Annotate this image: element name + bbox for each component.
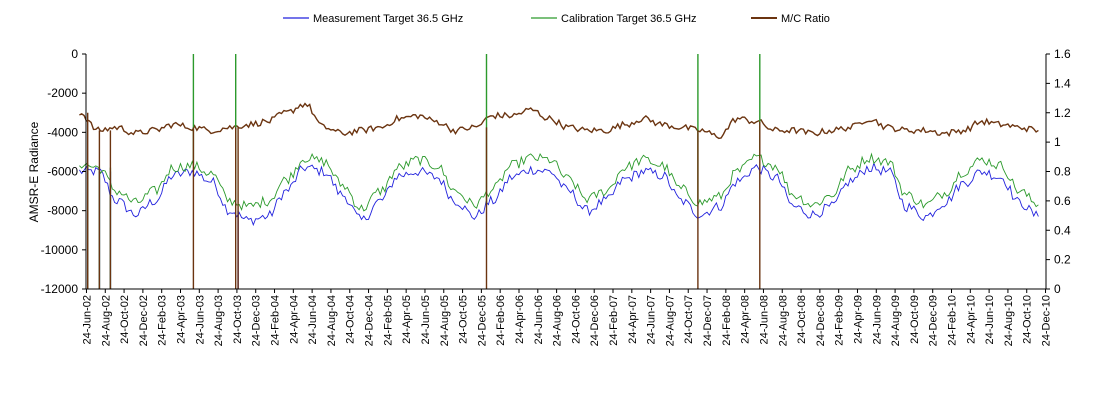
x-tick-label: 24-Feb-05 — [382, 295, 394, 346]
x-tick-label: 24-Apr-04 — [288, 295, 300, 344]
x-tick-label: 24-Jun-06 — [533, 295, 545, 345]
x-tick-label: 24-Jun-10 — [984, 295, 996, 345]
x-tick-label: 24-Oct-04 — [345, 295, 357, 344]
x-tick-label: 24-Aug-05 — [439, 295, 451, 346]
x-tick-label: 24-Oct-10 — [1022, 295, 1034, 344]
y2-tick-label: 0.4 — [1054, 223, 1071, 237]
y-axis-label: AMSR-E Radiance — [27, 121, 41, 222]
x-tick-label: 24-Apr-05 — [401, 295, 413, 344]
x-tick-label: 24-Oct-09 — [909, 295, 921, 344]
x-tick-label: 24-Feb-08 — [721, 295, 733, 346]
x-tick-label: 24-Apr-07 — [627, 295, 639, 344]
y-tick-label: -2000 — [47, 86, 78, 100]
x-tick-label: 24-Jun-08 — [759, 295, 771, 345]
x-tick-label: 24-Dec-05 — [476, 295, 488, 346]
x-tick-label: 24-Dec-04 — [364, 295, 376, 346]
x-tick-label: 24-Dec-02 — [138, 295, 150, 346]
legend-item: M/C Ratio — [751, 13, 830, 25]
series-line-1 — [79, 161, 1039, 227]
axes-layer: 0 -2000 -4000 -6000 -8000 -10000 -12000 1.6 1.4 1… — [41, 47, 1071, 346]
x-tick-label: 24-Dec-03 — [251, 295, 263, 346]
x-tick-label: 24-Jun-03 — [194, 295, 206, 345]
x-tick-label: 24-Apr-09 — [853, 295, 865, 344]
y-tick-label: -4000 — [47, 125, 78, 139]
legend-label: M/C Ratio — [781, 13, 830, 25]
x-tick-label: 24-Dec-06 — [589, 295, 601, 346]
y-tick-label: -10000 — [41, 243, 79, 257]
x-tick-label: 24-Aug-08 — [777, 295, 789, 346]
x-tick-label: 24-Aug-09 — [890, 295, 902, 346]
series-layer — [79, 54, 1039, 289]
legend-label: Calibration Target 36.5 GHz — [561, 13, 697, 25]
x-tick-label: 24-Dec-09 — [928, 295, 940, 346]
x-tick-label: 24-Apr-03 — [176, 295, 188, 344]
y-tick-label: -12000 — [41, 282, 79, 296]
y2-tick-label: 1.2 — [1054, 106, 1071, 120]
y2-tick-label: 0 — [1054, 282, 1061, 296]
x-tick-label: 24-Jun-07 — [646, 295, 658, 345]
x-tick-label: 24-Oct-05 — [458, 295, 470, 344]
x-tick-label: 24-Aug-10 — [1003, 295, 1015, 346]
legend: Measurement Target 36.5 GHz Calibration T… — [283, 13, 830, 25]
x-tick-label: 24-Jun-05 — [420, 295, 432, 345]
x-tick-label: 24-Aug-07 — [664, 295, 676, 346]
x-tick-label: 24-Feb-06 — [495, 295, 507, 346]
y2-tick-label: 0.2 — [1054, 253, 1071, 267]
x-tick-label: 24-Apr-08 — [740, 295, 752, 344]
x-tick-label: 24-Oct-03 — [232, 295, 244, 344]
series-line-2 — [79, 152, 1039, 212]
x-tick-label: 24-Dec-07 — [702, 295, 714, 346]
x-tick-label: 24-Apr-06 — [514, 295, 526, 344]
legend-item: Calibration Target 36.5 GHz — [531, 13, 697, 25]
x-tick-label: 24-Feb-09 — [834, 295, 846, 346]
y-tick-label: -6000 — [47, 165, 78, 179]
x-tick-label: 24-Jun-02 — [82, 295, 94, 345]
x-tick-label: 24-Dec-10 — [1041, 295, 1053, 346]
x-tick-label: 24-Jun-04 — [307, 295, 319, 345]
x-tick-label: 24-Dec-08 — [815, 295, 827, 346]
y-tick-label: 0 — [71, 47, 78, 61]
x-tick-label: 24-Feb-07 — [608, 295, 620, 346]
y2-tick-label: 1.4 — [1054, 76, 1071, 90]
x-tick-label: 24-Aug-03 — [213, 295, 225, 346]
x-tick-label: 24-Aug-02 — [100, 295, 112, 346]
y2-tick-label: 1.6 — [1054, 47, 1071, 61]
legend-label: Measurement Target 36.5 GHz — [313, 13, 463, 25]
x-tick-label: 24-Feb-04 — [270, 295, 282, 346]
y2-tick-label: 1 — [1054, 135, 1061, 149]
y2-tick-label: 0.8 — [1054, 165, 1071, 179]
y-tick-label: -8000 — [47, 204, 78, 218]
series-line-3 — [79, 102, 1039, 140]
x-tick-label: 24-Aug-04 — [326, 295, 338, 346]
legend-item: Measurement Target 36.5 GHz — [283, 13, 463, 25]
x-tick-label: 24-Oct-08 — [796, 295, 808, 344]
x-tick-label: 24-Apr-10 — [965, 295, 977, 344]
x-tick-label: 24-Aug-06 — [552, 295, 564, 346]
x-tick-label: 24-Oct-07 — [683, 295, 695, 344]
x-tick-label: 24-Oct-02 — [119, 295, 131, 344]
x-tick-label: 24-Feb-03 — [157, 295, 169, 346]
x-tick-label: 24-Feb-10 — [947, 295, 959, 346]
x-tick-label: 24-Oct-06 — [570, 295, 582, 344]
y2-tick-label: 0.6 — [1054, 194, 1071, 208]
x-tick-label: 24-Jun-09 — [871, 295, 883, 345]
